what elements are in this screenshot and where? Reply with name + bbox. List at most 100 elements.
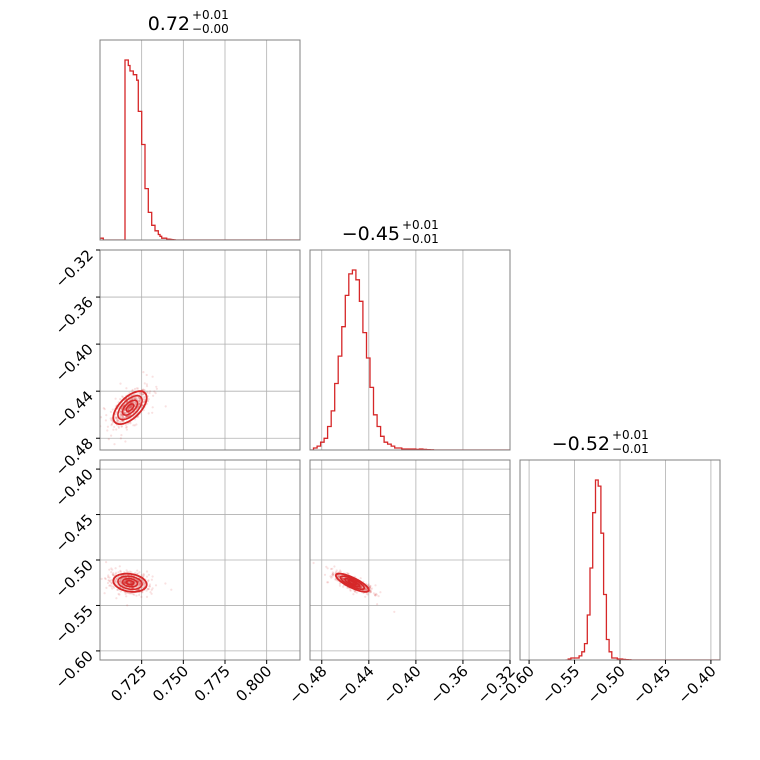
sample-point [130,405,133,408]
sample-point [368,585,372,588]
y-tick-label: −0.60 [52,647,97,692]
sample-point [119,579,122,583]
sample-point [369,591,372,594]
sample-point [149,591,152,594]
sample-point [140,573,143,577]
sample-point [128,592,131,595]
sample-point [138,399,141,402]
sample-point [138,403,141,406]
sample-point [125,569,128,572]
sample-point [117,425,120,428]
sample-point [368,586,371,589]
sample-point [142,389,145,392]
sample-point [107,438,110,441]
sample-point [125,428,128,431]
contour-level-0 [334,572,370,593]
sample-point [353,590,356,593]
x-tick-label: 0.725 [107,662,150,705]
sample-point [130,405,133,408]
sample-point [118,421,121,424]
sample-point [127,581,130,584]
sample-point [105,414,108,417]
sample-point [137,585,140,588]
sample-point [130,405,133,408]
sample-point [375,593,378,596]
sample-point [170,588,173,591]
sample-point [132,397,135,400]
sample-point [123,581,126,584]
sample-point [354,590,357,593]
sample-point [134,581,137,584]
sample-point [342,585,345,588]
sample-point [128,407,131,410]
sample-point [327,581,330,584]
sample-point [138,581,141,585]
sample-point [142,393,145,396]
sample-point [121,396,124,399]
sample-point [128,570,131,573]
sample-point [109,417,112,420]
sample-point [112,573,115,576]
sample-point [143,395,146,398]
sample-point [120,414,123,417]
sample-point [118,593,121,596]
sample-point [128,406,131,409]
sample-point [135,594,138,597]
sample-point [105,561,108,564]
sample-point [107,579,110,582]
sample-point [326,567,329,570]
sample-point [374,584,377,587]
sample-point [119,579,122,583]
sample-point [301,549,303,551]
sample-point [114,413,117,416]
sample-point [139,583,142,586]
sample-point [341,576,344,579]
sample-point [100,416,103,419]
sample-point [129,422,132,425]
sample-point [143,400,146,404]
sample-point [100,577,103,581]
y-axis-1: −0.48−0.44−0.40−0.36−0.32 [52,246,100,480]
param-title-2: −0.52 +0.01−0.01 [552,428,649,456]
sample-point [116,588,120,591]
title-median: −0.52 [552,433,610,455]
sample-point [338,571,341,574]
x-tick-label: −0.40 [675,662,720,707]
sample-point [130,405,133,409]
sample-point [115,577,118,580]
sample-point [119,590,122,593]
sample-point [119,569,122,573]
sample-point [342,577,345,581]
sample-point [338,584,342,587]
sample-point [369,591,372,594]
sample-point [132,401,135,404]
sample-point [133,593,136,596]
x-tick-label: 0.800 [232,662,275,705]
sample-point [359,577,362,580]
panel-content [100,371,167,446]
sample-point [108,584,111,587]
sample-point [146,390,149,393]
sample-point [137,580,140,583]
sample-point [103,408,106,411]
sample-point [137,572,140,575]
sample-point [359,586,362,589]
sample-point [142,583,145,586]
sample-point [110,571,113,574]
sample-point [138,398,141,401]
sample-point [120,425,123,428]
sample-point [123,408,126,411]
sample-point [131,389,134,392]
sample-point [164,582,167,585]
sample-point [151,375,154,378]
sample-point [142,371,145,374]
x-tick-label: −0.40 [379,662,424,707]
sample-point [153,390,156,393]
sample-point [331,567,334,570]
contour-level-3 [125,403,135,413]
sample-point [125,387,128,390]
sample-point [110,579,113,582]
sample-point [141,393,144,396]
sample-point [121,415,124,419]
scatter-panel-1-0 [99,249,301,451]
